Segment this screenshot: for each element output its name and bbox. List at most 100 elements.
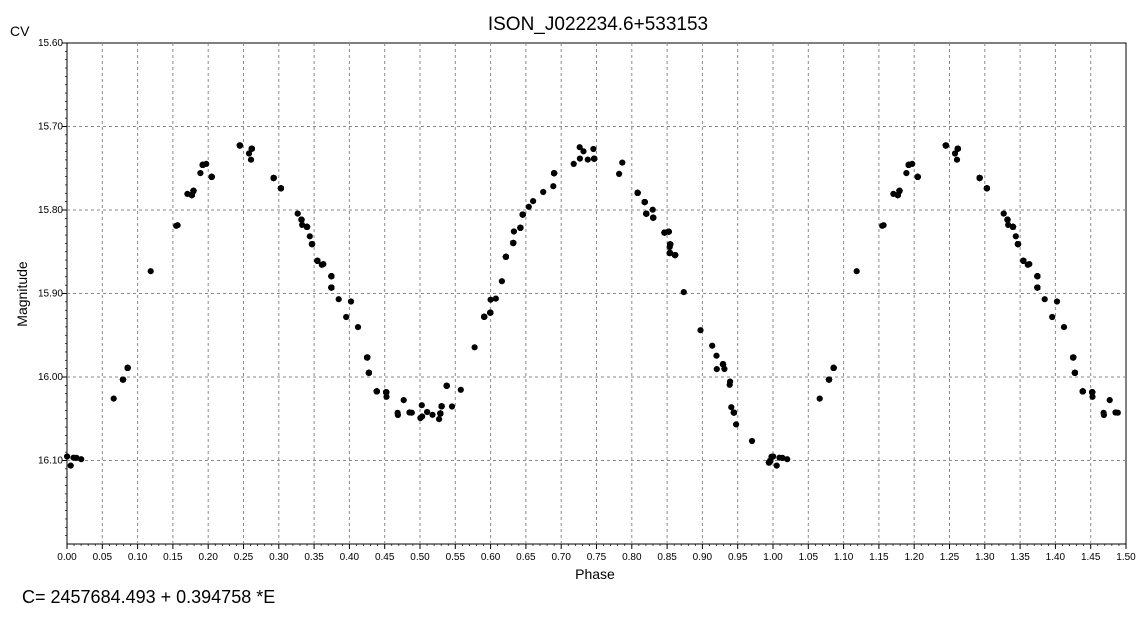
y-tick-label: 15.70: [38, 122, 63, 133]
data-point: [298, 216, 305, 223]
data-point: [525, 203, 532, 210]
data-point: [1005, 221, 1012, 228]
data-points: [64, 142, 1121, 469]
y-tick-label: 15.90: [38, 289, 63, 300]
x-tick-label: 1.15: [869, 552, 889, 563]
data-point: [576, 155, 584, 162]
data-point: [481, 313, 488, 320]
data-point: [502, 253, 509, 260]
data-point: [830, 364, 837, 371]
data-point: [1049, 313, 1056, 321]
data-point: [517, 224, 524, 231]
data-point: [942, 142, 950, 149]
x-tick-label: 1.10: [834, 552, 854, 563]
data-point: [697, 327, 704, 334]
x-tick-label: 1.45: [1081, 552, 1101, 563]
data-point: [726, 381, 733, 388]
data-point: [894, 192, 901, 199]
x-tick-label: 0.45: [375, 552, 395, 563]
data-point: [383, 389, 390, 396]
ephemeris-formula: C= 2457684.493 + 0.394758 *E: [22, 587, 276, 607]
data-point: [1034, 273, 1041, 280]
data-point: [328, 273, 335, 280]
data-point: [1041, 296, 1048, 303]
data-point: [67, 462, 74, 469]
data-point: [1060, 324, 1068, 331]
y-tick-label: 16.10: [38, 456, 63, 467]
data-point: [584, 156, 591, 163]
data-point: [208, 173, 215, 180]
x-tick-label: 1.25: [940, 552, 960, 563]
data-point: [1106, 397, 1113, 404]
data-point: [294, 210, 301, 217]
data-point: [983, 185, 991, 192]
data-point: [1079, 388, 1086, 395]
y-axis: 15.60 15.70 15.80 15.90 16.00 16.10: [38, 38, 67, 537]
data-point: [347, 298, 355, 305]
data-point: [853, 268, 860, 275]
data-point: [417, 414, 424, 422]
x-tick-label: 0.80: [622, 552, 642, 563]
data-point: [1024, 261, 1031, 268]
data-point: [236, 142, 243, 149]
x-tick-label: 1.20: [904, 552, 924, 563]
data-point: [634, 189, 641, 196]
data-point: [1020, 257, 1027, 264]
data-point: [905, 161, 912, 168]
data-point: [245, 150, 253, 157]
x-tick-label: 0.20: [198, 552, 218, 563]
data-point: [299, 221, 306, 228]
data-point: [1070, 354, 1077, 361]
data-point: [619, 159, 626, 166]
data-point: [713, 352, 720, 359]
data-point: [429, 411, 436, 418]
data-point: [78, 456, 85, 463]
data-point: [672, 252, 679, 259]
x-tick-label: 0.95: [728, 552, 748, 563]
chart-title: ISON_J022234.6+533153: [488, 14, 708, 35]
data-point: [519, 211, 526, 218]
data-point: [880, 222, 887, 229]
data-point: [270, 174, 277, 182]
data-point: [64, 453, 71, 460]
data-point: [306, 233, 313, 240]
x-tick-label: 0.25: [234, 552, 254, 563]
x-tick-label: 0.15: [163, 552, 183, 563]
data-point: [649, 206, 656, 213]
data-point: [335, 296, 342, 303]
data-point: [1004, 216, 1011, 223]
data-point: [443, 382, 450, 389]
x-tick-label: 1.05: [799, 552, 819, 563]
x-tick-label: 0.65: [516, 552, 536, 563]
data-point: [188, 192, 195, 199]
x-tick-label: 1.30: [975, 552, 995, 563]
data-point: [953, 156, 961, 163]
data-point: [576, 144, 583, 151]
data-point: [773, 462, 780, 469]
data-point: [1012, 233, 1019, 240]
x-tick-label: 0.70: [551, 552, 571, 563]
data-point: [951, 150, 959, 157]
data-point: [1034, 284, 1041, 291]
x-tick-label: 0.75: [587, 552, 607, 563]
data-point: [776, 454, 783, 461]
data-point: [1071, 369, 1078, 376]
data-point: [1089, 389, 1096, 396]
data-point: [343, 313, 350, 321]
data-point: [436, 416, 443, 423]
data-point: [383, 393, 390, 400]
data-point: [1014, 241, 1022, 248]
data-point: [709, 342, 716, 349]
data-point: [1089, 393, 1096, 400]
data-point: [492, 295, 499, 302]
x-tick-label: 1.40: [1046, 552, 1066, 563]
y-tick-label: 15.80: [38, 205, 63, 216]
data-point: [510, 239, 517, 247]
x-tick-label: 0.85: [657, 552, 677, 563]
data-point: [733, 421, 740, 428]
data-point: [124, 364, 131, 371]
data-point: [816, 395, 823, 402]
data-point: [719, 361, 727, 368]
data-point: [197, 170, 204, 177]
data-point: [713, 366, 720, 373]
